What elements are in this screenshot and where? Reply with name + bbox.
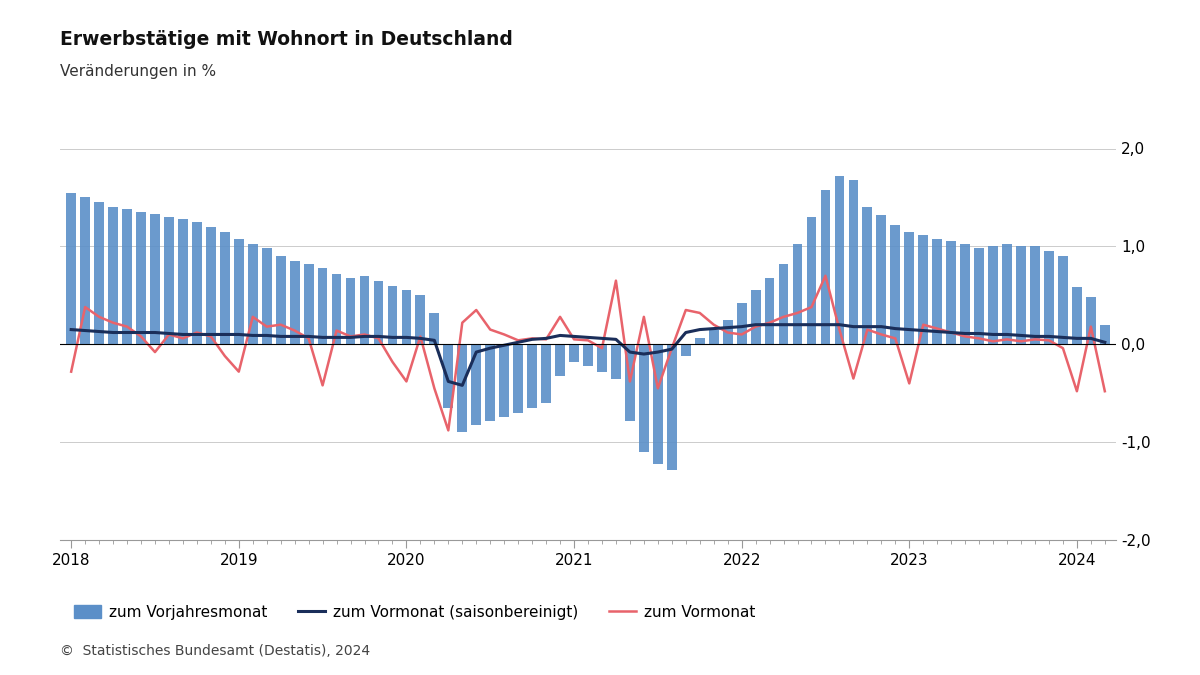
Bar: [695, 338, 704, 344]
Bar: [680, 344, 691, 356]
Bar: [1016, 246, 1026, 344]
Bar: [248, 244, 258, 344]
Bar: [1086, 297, 1096, 344]
Bar: [164, 217, 174, 344]
Bar: [150, 214, 160, 344]
Bar: [234, 238, 244, 344]
Bar: [304, 264, 313, 344]
Bar: [485, 344, 496, 421]
Bar: [262, 248, 271, 344]
Bar: [430, 313, 439, 344]
Bar: [415, 296, 425, 344]
Bar: [863, 207, 872, 344]
Legend: zum Vorjahresmonat, zum Vormonat (saisonbereinigt), zum Vormonat: zum Vorjahresmonat, zum Vormonat (saison…: [67, 599, 761, 626]
Bar: [276, 256, 286, 344]
Bar: [1030, 246, 1040, 344]
Bar: [220, 232, 229, 344]
Bar: [388, 286, 397, 344]
Bar: [1058, 256, 1068, 344]
Bar: [988, 246, 998, 344]
Bar: [556, 344, 565, 375]
Bar: [1044, 251, 1054, 344]
Bar: [974, 248, 984, 344]
Bar: [890, 225, 900, 344]
Bar: [737, 303, 746, 344]
Bar: [751, 290, 761, 344]
Bar: [108, 207, 118, 344]
Bar: [80, 197, 90, 344]
Bar: [834, 176, 845, 344]
Bar: [373, 281, 383, 344]
Bar: [918, 235, 928, 344]
Bar: [192, 222, 202, 344]
Bar: [1100, 325, 1110, 344]
Bar: [569, 344, 578, 362]
Bar: [289, 261, 300, 344]
Bar: [346, 277, 355, 344]
Bar: [764, 277, 774, 344]
Bar: [472, 344, 481, 425]
Bar: [848, 180, 858, 344]
Bar: [136, 212, 146, 344]
Text: ©  Statistisches Bundesamt (Destatis), 2024: © Statistisches Bundesamt (Destatis), 20…: [60, 644, 370, 658]
Bar: [527, 344, 538, 408]
Bar: [331, 274, 342, 344]
Bar: [318, 268, 328, 344]
Text: Veränderungen in %: Veränderungen in %: [60, 64, 216, 79]
Bar: [667, 344, 677, 470]
Bar: [821, 190, 830, 344]
Bar: [779, 264, 788, 344]
Bar: [638, 344, 649, 452]
Bar: [598, 344, 607, 372]
Bar: [178, 219, 188, 344]
Bar: [1072, 288, 1081, 344]
Bar: [653, 344, 662, 464]
Bar: [611, 344, 620, 379]
Bar: [122, 209, 132, 344]
Bar: [722, 320, 732, 344]
Bar: [457, 344, 467, 433]
Bar: [402, 290, 412, 344]
Text: Erwerbstätige mit Wohnort in Deutschland: Erwerbstätige mit Wohnort in Deutschland: [60, 30, 512, 49]
Bar: [1002, 244, 1012, 344]
Bar: [806, 217, 816, 344]
Bar: [95, 202, 104, 344]
Bar: [444, 344, 454, 408]
Bar: [206, 227, 216, 344]
Bar: [960, 244, 970, 344]
Bar: [905, 232, 914, 344]
Bar: [947, 242, 956, 344]
Bar: [514, 344, 523, 412]
Bar: [66, 192, 76, 344]
Bar: [499, 344, 509, 416]
Bar: [541, 344, 551, 403]
Bar: [583, 344, 593, 366]
Bar: [625, 344, 635, 421]
Bar: [932, 238, 942, 344]
Bar: [876, 215, 887, 344]
Bar: [360, 276, 370, 344]
Bar: [793, 244, 803, 344]
Bar: [709, 329, 719, 344]
